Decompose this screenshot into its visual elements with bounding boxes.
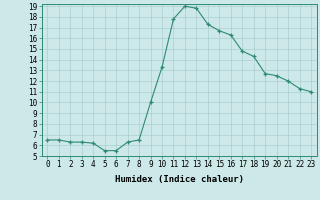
- X-axis label: Humidex (Indice chaleur): Humidex (Indice chaleur): [115, 175, 244, 184]
